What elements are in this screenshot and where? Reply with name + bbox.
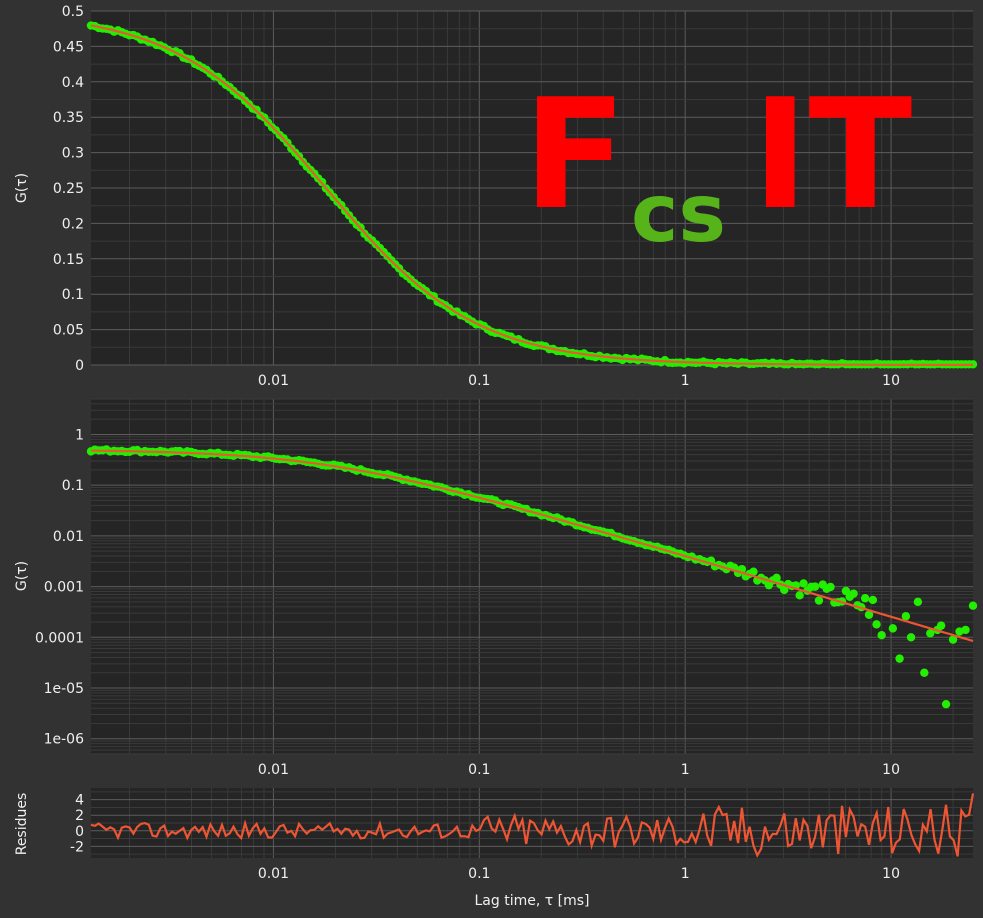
data-point (864, 610, 874, 619)
data-point (913, 597, 923, 607)
data-point (906, 633, 916, 642)
data-point (877, 631, 886, 640)
data-point (799, 579, 808, 588)
log-plot-y-axis-title: G(τ) (14, 561, 30, 591)
residuals-plot-x-tick-labels: 0.01 0.1 1 10 (258, 866, 900, 882)
x-tick-label: 1 (681, 866, 690, 882)
data-point (814, 596, 824, 605)
x-tick-label: 0.01 (258, 866, 289, 882)
y-tick-label: 0.35 (53, 110, 84, 126)
log-plot-y-tick-labels: 1e-06 1e-05 0.0001 0.001 0.01 0.1 1 (35, 427, 84, 747)
residuals-plot-y-axis-title: Residues (14, 793, 30, 856)
x-tick-label: 1 (681, 373, 690, 389)
log-plot-fit-line (90, 449, 974, 643)
y-tick-label: 1e-05 (44, 681, 84, 697)
data-point (968, 601, 978, 610)
data-point (868, 595, 878, 605)
x-tick-label: 10 (882, 762, 900, 778)
linear-plot-grid (91, 10, 973, 366)
logo-letters-it: IT (752, 66, 912, 243)
data-point (920, 668, 929, 677)
data-point (772, 573, 781, 582)
data-point (795, 591, 804, 600)
linear-plot-x-tick-labels: 0.01 0.1 1 10 (258, 373, 900, 389)
data-point (826, 582, 835, 592)
y-tick-label: 0 (75, 358, 84, 374)
x-tick-label: 10 (882, 373, 900, 389)
y-tick-label: 2 (75, 808, 84, 824)
log-plot-grid (91, 398, 973, 755)
x-axis-title: Lag time, τ [ms] (475, 893, 590, 909)
data-point (872, 620, 881, 629)
x-tick-label: 0.01 (258, 762, 289, 778)
y-tick-label: 0.2 (62, 216, 84, 232)
logo-letter-f: F (523, 66, 627, 243)
linear-plot[interactable]: 0 0.05 0.1 0.15 0.2 0.25 0.3 0.35 0.4 0.45 0.5 0.0… (14, 4, 978, 389)
log-plot-x-tick-labels: 0.01 0.1 1 10 (258, 762, 900, 778)
linear-plot-y-tick-labels: 0 0.05 0.1 0.15 0.2 0.25 0.3 0.35 0.4 0.45 0.5 (53, 4, 84, 374)
residuals-line (90, 793, 975, 858)
log-plot[interactable]: 1e-06 1e-05 0.0001 0.001 0.01 0.1 1 0.01 0.1 1 10… (14, 398, 978, 778)
y-tick-label: 0.5 (62, 4, 84, 20)
data-point (810, 582, 820, 591)
y-tick-label: 0.01 (53, 529, 84, 545)
data-point (926, 629, 935, 638)
data-point (888, 624, 898, 633)
y-tick-label: 1e-06 (44, 732, 84, 748)
y-tick-label: 0.15 (53, 252, 84, 268)
linear-plot-fit-line (90, 24, 973, 366)
y-tick-label: 0.1 (62, 287, 84, 303)
x-tick-label: 10 (882, 866, 900, 882)
y-tick-label: 0.001 (44, 580, 84, 596)
data-point (860, 594, 870, 603)
data-point (941, 699, 951, 709)
data-point (901, 612, 911, 621)
data-point (936, 621, 946, 630)
logo-cs: cs (631, 167, 726, 260)
residuals-plot-grid (91, 788, 973, 858)
y-tick-label: 0.4 (62, 75, 84, 91)
x-tick-label: 0.1 (468, 762, 490, 778)
y-tick-label: 0.1 (62, 478, 84, 494)
data-point (849, 589, 858, 598)
x-tick-label: 0.1 (468, 866, 490, 882)
x-tick-label: 0.01 (258, 373, 289, 389)
y-tick-label: 0 (75, 824, 84, 840)
data-point (895, 654, 904, 663)
linear-plot-y-axis-title: G(τ) (14, 173, 30, 203)
data-point (749, 567, 758, 576)
y-tick-label: 4 (75, 793, 84, 809)
fcsit-logo: F cs IT (523, 66, 912, 260)
y-tick-label: 0.3 (62, 146, 84, 162)
y-tick-label: 0.05 (53, 323, 84, 339)
y-tick-label: 0.0001 (35, 630, 84, 646)
y-tick-label: 1 (75, 427, 84, 443)
x-tick-label: 1 (681, 762, 690, 778)
y-tick-label: 0.45 (53, 39, 84, 55)
y-tick-label: -2 (70, 839, 84, 855)
data-point (961, 625, 970, 635)
data-point (948, 635, 958, 644)
y-tick-label: 0.25 (53, 181, 84, 197)
x-tick-label: 0.1 (468, 373, 490, 389)
